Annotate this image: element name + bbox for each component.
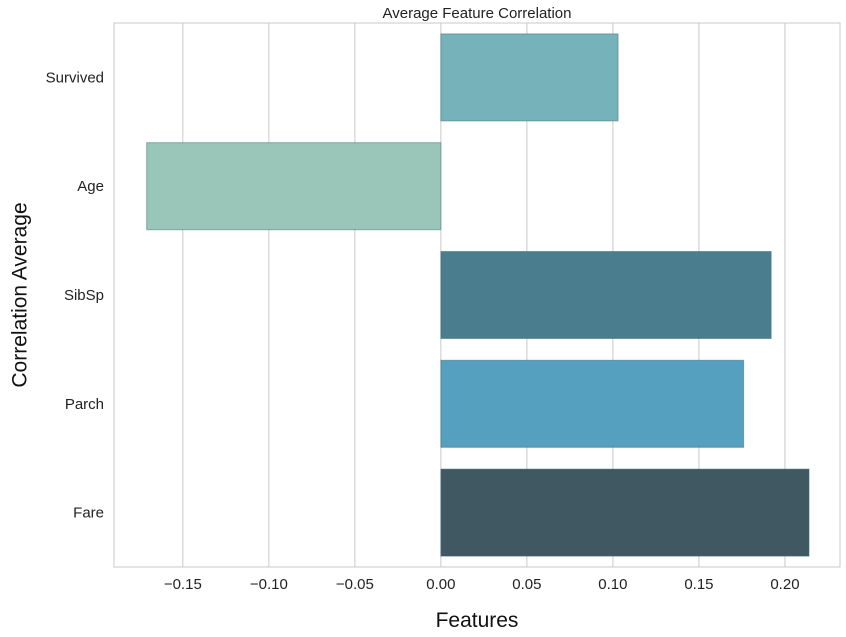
x-axis-title: Features — [436, 609, 519, 632]
x-tick-label: 0.10 — [598, 576, 627, 593]
x-tick-label: 0.20 — [770, 576, 799, 593]
y-tick-label: Age — [77, 178, 104, 195]
x-tick-label: 0.05 — [512, 576, 541, 593]
chart-title: Average Feature Correlation — [383, 5, 572, 22]
x-tick-labels: −0.15 −0.10 −0.05 0.00 0.05 0.10 0.15 0.20 — [164, 576, 800, 593]
x-tick-label: 0.15 — [684, 576, 713, 593]
bar-parch — [440, 359, 745, 448]
x-tick-label: 0.00 — [426, 576, 455, 593]
y-axis-title: Correlation Average — [9, 202, 32, 387]
y-tick-label: Parch — [65, 396, 104, 413]
x-tick-label: −0.10 — [250, 576, 288, 593]
bar-age — [146, 142, 442, 231]
bar-sibsp — [440, 250, 772, 340]
y-tick-label: Survived — [46, 69, 104, 86]
x-tick-label: −0.15 — [164, 576, 202, 593]
bars — [146, 33, 810, 557]
plot-frame — [113, 22, 841, 568]
bar-fare — [440, 468, 810, 557]
bar-survived — [440, 33, 619, 122]
y-tick-label: Fare — [73, 505, 104, 522]
y-tick-label: SibSp — [64, 287, 104, 304]
y-tick-labels: Survived Age SibSp Parch Fare — [46, 69, 104, 521]
x-tick-label: −0.05 — [336, 576, 374, 593]
